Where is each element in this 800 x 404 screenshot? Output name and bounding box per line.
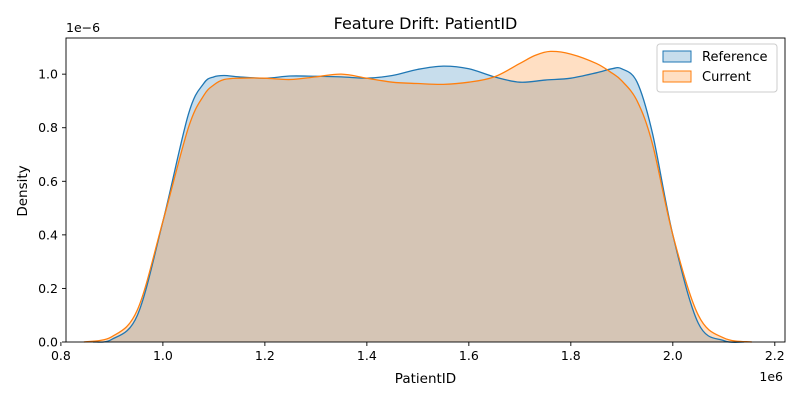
y-tick-label: 0.0 xyxy=(38,335,58,350)
y-tick-label: 0.4 xyxy=(38,227,58,242)
legend-swatch-current xyxy=(662,70,692,83)
y-axis-label: Density xyxy=(15,165,31,216)
x-axis-label: PatientID xyxy=(395,371,456,387)
x-offset-label: 1e6 xyxy=(759,369,783,384)
y-offset-label: 1e−6 xyxy=(66,20,100,35)
x-tick-label: 1.2 xyxy=(255,348,275,363)
legend: Reference Current xyxy=(656,43,778,93)
area-fill-current xyxy=(83,51,752,343)
x-tick-label: 1.6 xyxy=(459,348,479,363)
density-areas xyxy=(83,50,752,344)
legend-label-reference: Reference xyxy=(702,50,767,65)
y-axis-ticks: 0.0 0.2 0.4 0.6 0.8 1.0 xyxy=(38,67,66,350)
y-tick-label: 0.6 xyxy=(38,174,58,189)
x-tick-label: 1.0 xyxy=(153,348,173,363)
chart-title: Feature Drift: PatientID xyxy=(334,14,518,33)
x-tick-label: 2.0 xyxy=(663,348,683,363)
legend-swatch-reference xyxy=(662,50,692,63)
area-fill-reference xyxy=(93,66,745,343)
series-line-reference xyxy=(92,65,745,344)
plot-frame xyxy=(65,37,786,343)
x-tick-label: 1.8 xyxy=(561,348,581,363)
legend-label-current: Current xyxy=(702,70,751,85)
y-tick-label: 0.2 xyxy=(38,281,58,296)
x-tick-label: 2.2 xyxy=(765,348,785,363)
legend-box xyxy=(656,43,778,93)
x-axis-ticks: 0.8 1.0 1.2 1.4 1.6 1.8 2.0 2.2 xyxy=(51,342,785,363)
x-tick-label: 0.8 xyxy=(51,348,71,363)
y-tick-label: 1.0 xyxy=(38,67,58,82)
x-tick-label: 1.4 xyxy=(357,348,377,363)
series-line-current xyxy=(83,50,752,343)
y-tick-label: 0.8 xyxy=(38,120,58,135)
